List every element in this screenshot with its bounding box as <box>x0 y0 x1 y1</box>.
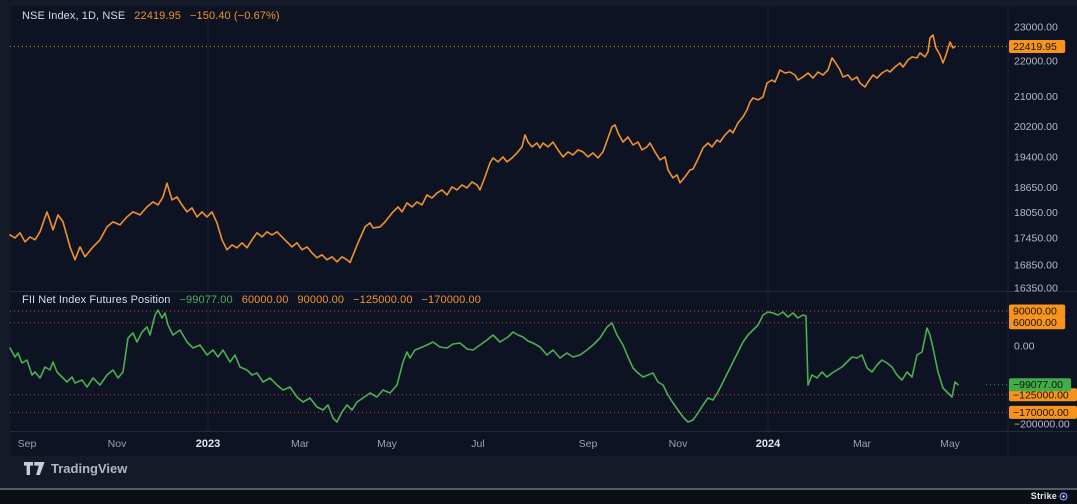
strike-logo[interactable]: Strike <box>1031 491 1068 501</box>
level-badge <box>1009 316 1066 330</box>
time-axis-label: Mar <box>853 438 872 450</box>
position-legend-level: −170000.00 <box>421 294 481 306</box>
strike-logo-icon <box>1059 491 1068 501</box>
price-last-badge <box>1009 40 1066 53</box>
price-axis-tick: 23000.00 <box>1014 22 1058 34</box>
time-axis-label: 2024 <box>756 438 781 450</box>
level-badge <box>1009 405 1077 419</box>
tradingview-label: TradingView <box>51 461 128 476</box>
time-axis-label: Jul <box>471 438 484 450</box>
position-line <box>9 309 959 423</box>
position-axis-tick: 0.00 <box>1014 341 1035 353</box>
time-axis-label: May <box>940 438 961 450</box>
price-legend-change: −150.40 (−0.67%) <box>189 10 280 22</box>
tradingview-logo-icon <box>24 461 45 475</box>
time-axis-label: May <box>377 438 398 450</box>
strike-label: Strike <box>1030 491 1057 501</box>
price-axis-tick: 17450.00 <box>1014 233 1058 245</box>
time-axis-background <box>10 431 1077 456</box>
price-legend-title: NSE Index, 1D, NSE <box>22 10 126 22</box>
bottom-separator <box>0 488 1077 490</box>
level-badge-text: −170000.00 <box>1013 407 1069 419</box>
level-badge <box>1009 304 1066 318</box>
price-axis-tick: 16350.00 <box>1014 282 1058 294</box>
level-badge-text: 60000.00 <box>1013 317 1057 329</box>
level-badge-text: 90000.00 <box>1013 306 1057 318</box>
price-axis-tick: 21000.00 <box>1014 91 1058 103</box>
time-axis-label: 2023 <box>196 438 220 450</box>
price-axis-tick: 22000.00 <box>1014 55 1058 67</box>
price-line <box>9 34 956 264</box>
time-axis-label: Sep <box>18 438 37 450</box>
time-axis-label: Nov <box>669 438 688 450</box>
position-last-badge-text: −99077.00 <box>1013 379 1063 391</box>
position-legend-level: 60000.00 <box>241 294 289 306</box>
level-badge-text: −125000.00 <box>1013 389 1069 401</box>
price-axis-tick: 16850.00 <box>1014 259 1058 271</box>
position-legend-title: FII Net Index Futures Position <box>22 294 171 306</box>
bottom-strip <box>0 490 1077 504</box>
position-legend-level: 90000.00 <box>297 294 345 306</box>
position-legend-current: −99077.00 <box>179 294 233 306</box>
price-legend[interactable]: NSE Index, 1D, NSE 22419.95 −150.40 (−0.67… <box>22 10 280 23</box>
position-legend[interactable]: FII Net Index Futures Position −99077.00 6… <box>22 294 481 307</box>
time-axis-label: Sep <box>579 438 598 450</box>
price-axis-tick: 19400.00 <box>1014 152 1058 164</box>
level-badge <box>1009 388 1077 402</box>
position-last-badge <box>1009 378 1072 392</box>
price-axis-tick: 20200.00 <box>1014 121 1058 133</box>
position-axis-tick: −200000.00 <box>1014 419 1070 431</box>
price-legend-value: 22419.95 <box>134 10 181 22</box>
price-axis-tick: 18650.00 <box>1014 182 1058 194</box>
price-axis-tick: 18050.00 <box>1014 207 1058 219</box>
time-axis-label: Mar <box>291 438 310 450</box>
time-axis-label: Nov <box>108 438 127 450</box>
price-last-badge-text: 22419.95 <box>1013 41 1057 53</box>
plot-background <box>10 6 1077 431</box>
position-legend-level: −125000.00 <box>353 294 413 306</box>
tradingview-attribution[interactable]: TradingView <box>24 461 127 476</box>
